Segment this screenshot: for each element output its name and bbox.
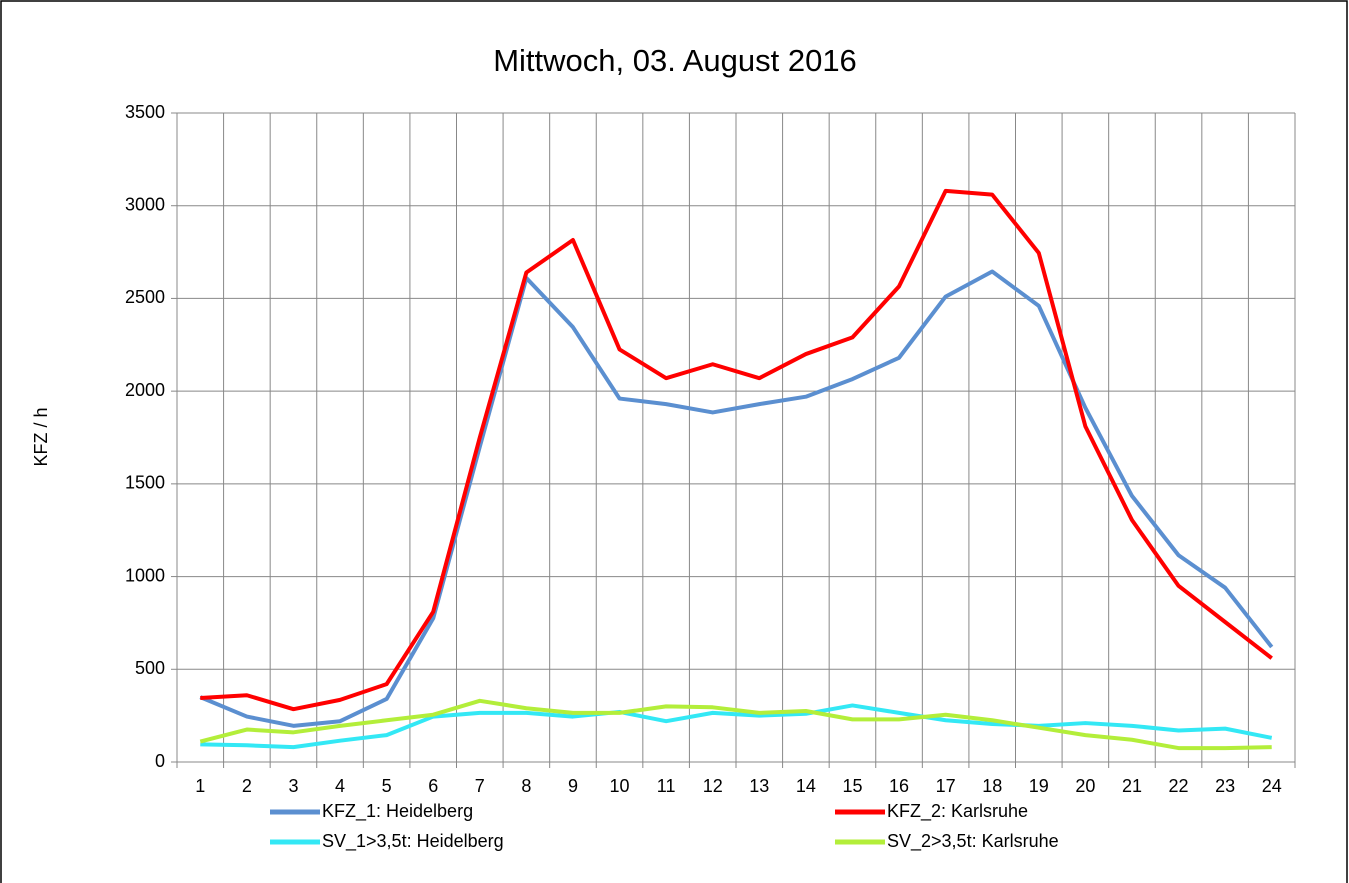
x-tick-label: 23 <box>1215 776 1235 796</box>
x-tick-label: 19 <box>1029 776 1049 796</box>
x-tick-label: 4 <box>335 776 345 796</box>
x-tick-label: 10 <box>610 776 630 796</box>
x-tick-label: 13 <box>749 776 769 796</box>
y-tick-label: 500 <box>135 658 165 678</box>
x-tick-label: 16 <box>889 776 909 796</box>
x-tick-label: 3 <box>288 776 298 796</box>
x-tick-label: 21 <box>1122 776 1142 796</box>
x-tick-label: 24 <box>1262 776 1282 796</box>
x-tick-label: 12 <box>703 776 723 796</box>
y-tick-label: 1500 <box>125 473 165 493</box>
legend-label: KFZ_2: Karlsruhe <box>887 801 1028 822</box>
legend-label: KFZ_1: Heidelberg <box>322 801 473 822</box>
x-tick-label: 9 <box>568 776 578 796</box>
x-tick-label: 17 <box>936 776 956 796</box>
x-tick-label: 1 <box>195 776 205 796</box>
y-axis-label: KFZ / h <box>31 407 51 466</box>
x-tick-label: 2 <box>242 776 252 796</box>
chart-title: Mittwoch, 03. August 2016 <box>493 43 857 78</box>
y-tick-label: 1000 <box>125 565 165 585</box>
y-tick-label: 2500 <box>125 287 165 307</box>
y-tick-label: 2000 <box>125 380 165 400</box>
x-tick-label: 11 <box>657 776 676 796</box>
legend-label: SV_2>3,5t: Karlsruhe <box>887 831 1059 852</box>
x-tick-label: 14 <box>796 776 816 796</box>
x-tick-label: 8 <box>521 776 531 796</box>
y-tick-label: 3500 <box>125 102 165 122</box>
series-line <box>200 703 1273 750</box>
series-line <box>200 188 1273 712</box>
series-line <box>199 698 1272 751</box>
x-tick-label: 5 <box>382 776 392 796</box>
x-tick-label: 7 <box>475 776 485 796</box>
y-tick-label: 0 <box>155 751 165 771</box>
x-tick-label: 6 <box>428 776 438 796</box>
legend-label: SV_1>3,5t: Heidelberg <box>322 831 504 852</box>
x-tick-label: 18 <box>982 776 1002 796</box>
x-tick-label: 15 <box>842 776 862 796</box>
x-tick-label: 22 <box>1169 776 1189 796</box>
y-tick-label: 3000 <box>125 194 165 214</box>
x-tick-label: 20 <box>1075 776 1095 796</box>
series-line <box>199 269 1274 728</box>
